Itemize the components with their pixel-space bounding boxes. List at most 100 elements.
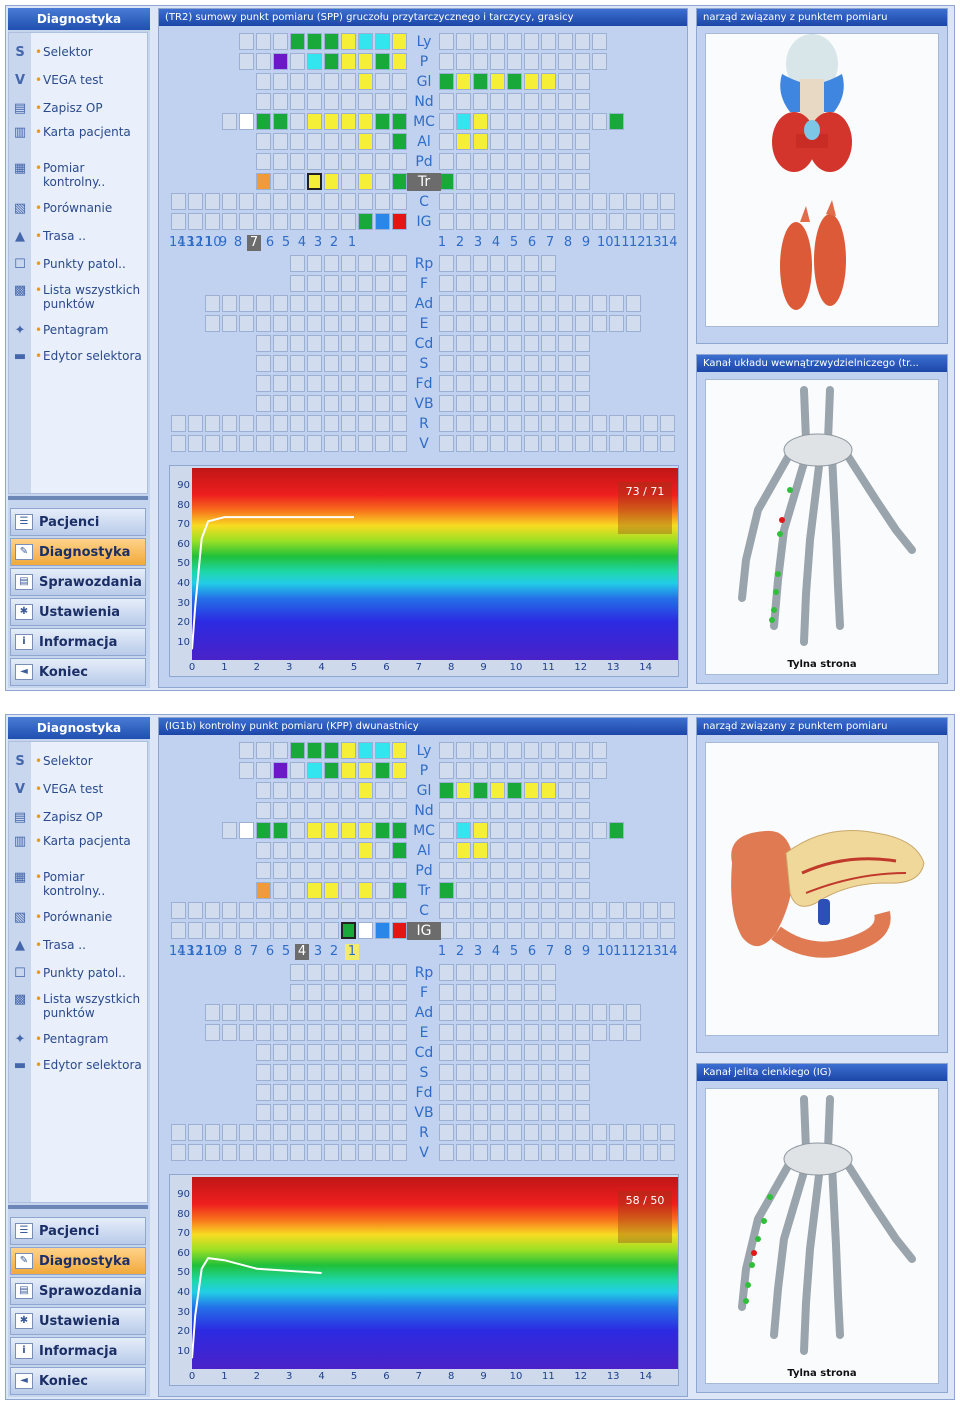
grid-cell[interactable] [341, 93, 356, 110]
grid-cell[interactable] [358, 802, 373, 819]
grid-cell[interactable] [490, 1084, 505, 1101]
grid-cell[interactable] [541, 862, 556, 879]
grid-cell[interactable] [273, 802, 288, 819]
grid-cell[interactable] [473, 73, 488, 90]
grid-cell[interactable] [575, 153, 590, 170]
grid-cell[interactable] [375, 213, 390, 230]
grid-cell[interactable] [358, 862, 373, 879]
grid-cell[interactable] [660, 922, 675, 939]
number-label[interactable]: 8 [563, 944, 573, 959]
number-label[interactable]: 14 [169, 235, 186, 250]
grid-cell[interactable] [273, 193, 288, 210]
grid-cell[interactable] [273, 862, 288, 879]
grid-cell[interactable] [473, 782, 488, 799]
grid-cell[interactable] [358, 73, 373, 90]
grid-cell[interactable] [473, 1024, 488, 1041]
meridian-label[interactable]: E [419, 316, 429, 332]
grid-cell[interactable] [324, 173, 339, 190]
grid-cell[interactable] [290, 213, 305, 230]
grid-cell[interactable] [473, 255, 488, 272]
grid-cell[interactable] [456, 882, 471, 899]
grid-cell[interactable] [609, 902, 624, 919]
meridian-label[interactable]: Cd [414, 1045, 434, 1061]
grid-cell[interactable] [439, 902, 454, 919]
grid-cell[interactable] [490, 315, 505, 332]
grid-cell[interactable] [575, 295, 590, 312]
grid-cell[interactable] [473, 133, 488, 150]
grid-cell[interactable] [256, 93, 271, 110]
grid-cell[interactable] [439, 133, 454, 150]
grid-cell[interactable] [439, 822, 454, 839]
grid-cell[interactable] [473, 355, 488, 372]
grid-cell[interactable] [375, 355, 390, 372]
number-label[interactable]: 1 [437, 235, 447, 250]
grid-cell[interactable] [592, 822, 607, 839]
grid-cell[interactable] [222, 213, 237, 230]
grid-cell[interactable] [256, 842, 271, 859]
grid-cell[interactable] [290, 113, 305, 130]
grid-cell[interactable] [273, 1104, 288, 1121]
grid-cell[interactable] [290, 395, 305, 412]
grid-cell[interactable] [524, 802, 539, 819]
grid-cell[interactable] [558, 1104, 573, 1121]
grid-cell[interactable] [392, 1124, 407, 1141]
grid-cell[interactable] [256, 1124, 271, 1141]
grid-cell[interactable] [558, 882, 573, 899]
grid-cell[interactable] [307, 984, 322, 1001]
meridian-label[interactable]: Ad [414, 296, 434, 312]
grid-cell[interactable] [609, 822, 624, 839]
grid-cell[interactable] [524, 255, 539, 272]
grid-cell[interactable] [439, 415, 454, 432]
grid-cell[interactable] [490, 984, 505, 1001]
number-label[interactable]: 2 [329, 944, 339, 959]
grid-cell[interactable] [273, 315, 288, 332]
grid-cell[interactable] [456, 1144, 471, 1161]
grid-cell[interactable] [558, 213, 573, 230]
grid-cell[interactable] [239, 742, 254, 759]
number-label[interactable]: 1 [437, 944, 447, 959]
grid-cell[interactable] [609, 922, 624, 939]
grid-cell[interactable] [490, 742, 505, 759]
grid-cell[interactable] [341, 193, 356, 210]
grid-cell[interactable] [392, 964, 407, 981]
grid-cell[interactable] [392, 1064, 407, 1081]
number-label[interactable]: 13 [645, 944, 662, 959]
grid-cell[interactable] [358, 1024, 373, 1041]
grid-cell[interactable] [273, 213, 288, 230]
grid-cell[interactable] [507, 275, 522, 292]
grid-cell[interactable] [490, 902, 505, 919]
grid-cell[interactable] [256, 173, 271, 190]
grid-cell[interactable] [392, 113, 407, 130]
grid-cell[interactable] [222, 113, 237, 130]
grid-cell[interactable] [290, 193, 305, 210]
grid-cell[interactable] [375, 1044, 390, 1061]
grid-cell[interactable] [375, 762, 390, 779]
grid-cell[interactable] [609, 213, 624, 230]
grid-cell[interactable] [375, 335, 390, 352]
grid-cell[interactable] [490, 133, 505, 150]
grid-cell[interactable] [473, 984, 488, 1001]
grid-cell[interactable] [490, 255, 505, 272]
grid-cell[interactable] [456, 355, 471, 372]
grid-cell[interactable] [324, 355, 339, 372]
meridian-label[interactable]: Cd [414, 336, 434, 352]
grid-cell[interactable] [541, 53, 556, 70]
grid-cell[interactable] [473, 922, 488, 939]
grid-cell[interactable] [324, 255, 339, 272]
grid-cell[interactable] [392, 1104, 407, 1121]
grid-cell[interactable] [290, 1064, 305, 1081]
grid-cell[interactable] [524, 415, 539, 432]
grid-cell[interactable] [256, 375, 271, 392]
grid-cell[interactable] [324, 842, 339, 859]
grid-cell[interactable] [439, 882, 454, 899]
grid-cell[interactable] [558, 193, 573, 210]
grid-cell[interactable] [239, 295, 254, 312]
grid-cell[interactable] [490, 213, 505, 230]
grid-cell[interactable] [205, 415, 220, 432]
grid-cell[interactable] [473, 113, 488, 130]
grid-cell[interactable] [507, 1064, 522, 1081]
grid-cell[interactable] [324, 902, 339, 919]
grid-cell[interactable] [273, 902, 288, 919]
grid-cell[interactable] [541, 882, 556, 899]
grid-cell[interactable] [541, 1024, 556, 1041]
